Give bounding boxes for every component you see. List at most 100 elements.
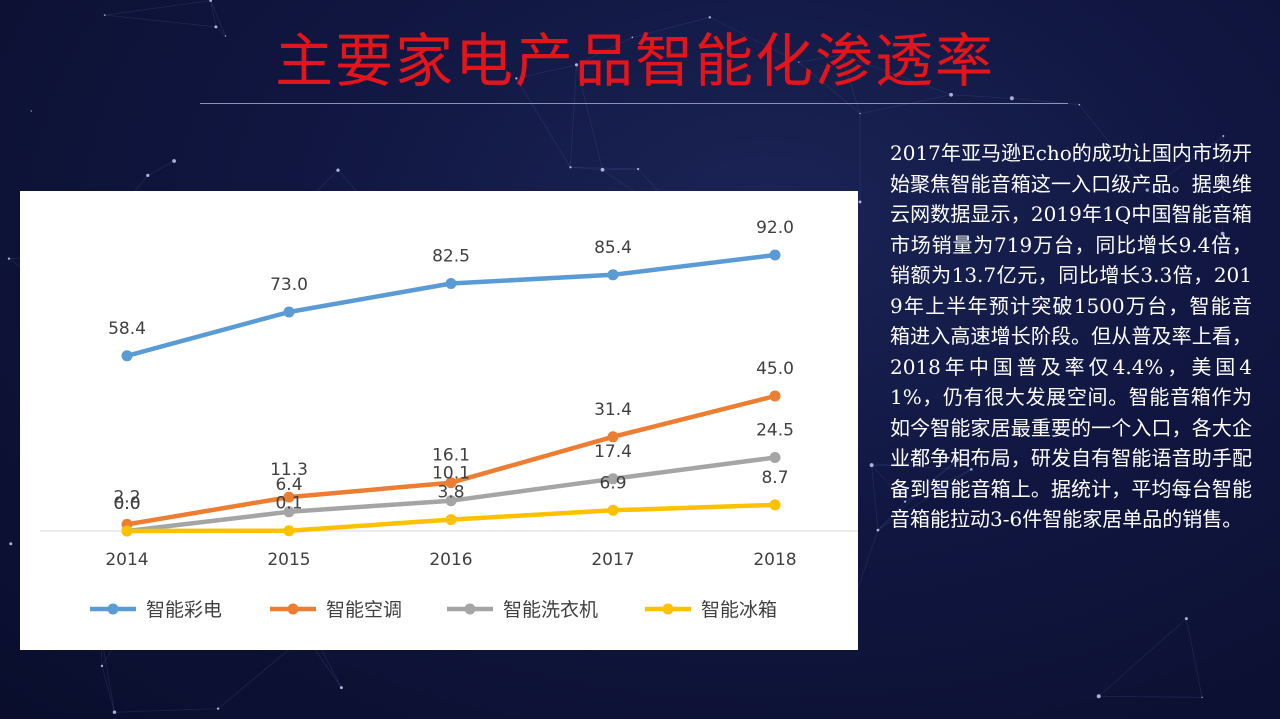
data-label: 6.9 bbox=[599, 473, 626, 493]
page-title: 主要家电产品智能化渗透率 bbox=[274, 27, 995, 95]
star-link bbox=[877, 460, 957, 531]
legend-item: 智能冰箱 bbox=[645, 599, 777, 621]
data-label: 0.0 bbox=[113, 494, 140, 514]
series-line bbox=[124, 252, 778, 359]
data-label: 82.5 bbox=[432, 247, 470, 267]
star-dot bbox=[858, 200, 862, 204]
star-link bbox=[114, 708, 219, 713]
star-dot bbox=[708, 16, 712, 19]
data-point bbox=[607, 473, 619, 485]
series-group bbox=[121, 499, 781, 537]
data-label: 17.4 bbox=[594, 442, 632, 462]
data-label: 0.0 bbox=[113, 494, 140, 514]
star-link bbox=[956, 460, 972, 470]
series-group bbox=[121, 390, 781, 530]
star-dot bbox=[209, 0, 212, 2]
star-link bbox=[1011, 97, 1080, 106]
star-dot bbox=[1009, 96, 1014, 101]
star-link bbox=[904, 460, 957, 502]
star-link bbox=[516, 64, 577, 79]
star-link bbox=[576, 64, 603, 170]
legend-label: 智能空调 bbox=[326, 599, 402, 621]
star-dot bbox=[954, 458, 959, 463]
data-point bbox=[769, 499, 781, 511]
star-link bbox=[1098, 695, 1203, 698]
x-tick-label: 2016 bbox=[429, 550, 472, 570]
legend-label: 智能冰箱 bbox=[701, 599, 777, 621]
star-dot bbox=[970, 468, 973, 471]
star-link bbox=[860, 94, 952, 114]
data-point bbox=[607, 431, 619, 443]
legend-label: 智能彩电 bbox=[146, 599, 222, 621]
legend-item: 智能空调 bbox=[270, 599, 402, 621]
data-label: 31.4 bbox=[594, 400, 632, 420]
penetration-line-chart: 2014 2015 2016 2017 2018 58.4 73.0 82.5 85.4 92.0… bbox=[40, 218, 858, 621]
star-dot bbox=[876, 528, 880, 532]
star-dot bbox=[30, 110, 32, 112]
data-point bbox=[283, 506, 295, 518]
star-link bbox=[1147, 189, 1223, 234]
legend-swatch-marker bbox=[107, 603, 119, 615]
star-dot bbox=[112, 710, 117, 714]
star-dot bbox=[1096, 694, 1101, 699]
star-dot bbox=[214, 25, 218, 29]
legend-swatch-marker bbox=[287, 603, 299, 615]
chart-panel: 2014 2015 2016 2017 2018 58.4 73.0 82.5 85.4 92.0… bbox=[20, 191, 858, 650]
data-label: 0.1 bbox=[275, 494, 302, 514]
data-label: 11.3 bbox=[270, 460, 308, 480]
star-link bbox=[570, 166, 603, 171]
data-label: 2.2 bbox=[113, 487, 140, 507]
series-group bbox=[121, 249, 781, 362]
star-dot bbox=[1222, 134, 1225, 138]
star-link bbox=[215, 26, 226, 37]
x-tick-label: 2015 bbox=[267, 550, 310, 570]
star-dot bbox=[103, 14, 106, 16]
star-dot bbox=[1184, 617, 1188, 621]
data-point bbox=[769, 390, 781, 402]
star-link bbox=[1079, 104, 1148, 191]
data-point bbox=[121, 350, 133, 362]
star-link bbox=[871, 464, 972, 470]
star-dot bbox=[600, 167, 605, 172]
star-dot bbox=[224, 35, 227, 37]
data-point bbox=[607, 504, 619, 516]
star-link bbox=[877, 501, 906, 531]
data-label: 8.7 bbox=[761, 468, 788, 488]
star-dot bbox=[859, 112, 861, 115]
star-link bbox=[841, 54, 952, 96]
star-dot bbox=[840, 54, 843, 57]
x-tick-label: 2018 bbox=[753, 550, 796, 570]
legend-label: 智能洗衣机 bbox=[503, 599, 598, 621]
star-link bbox=[877, 469, 972, 531]
star-link bbox=[147, 160, 175, 176]
star-link bbox=[951, 94, 1012, 99]
legend-item: 智能彩电 bbox=[90, 599, 222, 621]
star-link bbox=[515, 78, 571, 168]
legend-swatch-marker bbox=[464, 603, 476, 615]
star-dot bbox=[949, 92, 953, 97]
star-link bbox=[570, 166, 639, 170]
star-dot bbox=[146, 173, 150, 178]
star-dot bbox=[903, 500, 907, 503]
star-link bbox=[104, 0, 211, 16]
star-dot bbox=[216, 707, 220, 710]
data-label: 58.4 bbox=[108, 319, 146, 339]
data-label: 73.0 bbox=[270, 275, 308, 295]
data-point bbox=[769, 249, 781, 261]
star-link bbox=[871, 459, 957, 466]
data-point bbox=[445, 477, 457, 489]
title-divider bbox=[200, 103, 1068, 104]
x-tick-label: 2014 bbox=[105, 550, 148, 570]
data-point bbox=[607, 269, 619, 281]
star-link bbox=[1222, 135, 1224, 234]
star-link bbox=[602, 168, 639, 171]
star-link bbox=[570, 64, 577, 168]
star-link bbox=[210, 0, 217, 27]
star-dot bbox=[1220, 231, 1225, 236]
star-dot bbox=[569, 166, 572, 169]
star-link bbox=[104, 14, 216, 28]
star-link bbox=[798, 61, 861, 114]
star-dot bbox=[515, 77, 518, 80]
star-link bbox=[1185, 618, 1203, 698]
data-label: 3.8 bbox=[437, 483, 464, 503]
